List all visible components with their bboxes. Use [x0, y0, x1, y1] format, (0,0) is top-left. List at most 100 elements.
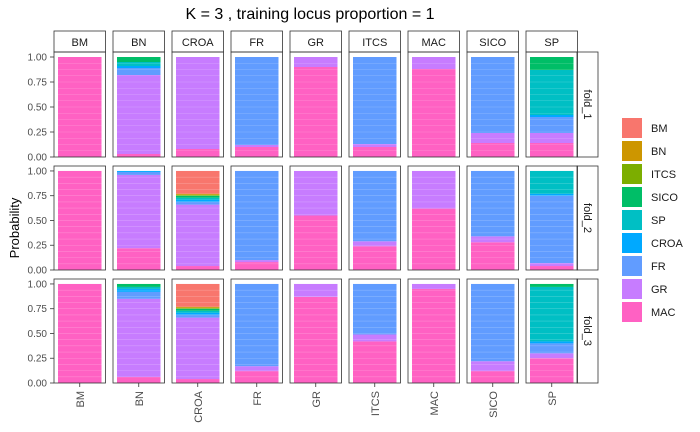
panel-border [230, 51, 283, 158]
panel-border [53, 165, 106, 271]
bar-segment-mac [58, 170, 102, 270]
bar-segment-sp [176, 197, 220, 200]
bar-segment-fr [471, 57, 515, 133]
strip-fold-2 [576, 165, 599, 271]
bar-segment-gr [117, 75, 161, 154]
y-tick-label: 0.75 [28, 78, 48, 89]
bar-segment-croa [117, 170, 161, 172]
bar-segment-gr [176, 317, 220, 380]
bar-segment-mac [235, 371, 279, 383]
bar-segment-gr [530, 133, 574, 143]
facet-grid: BM BN CROA FR GR ITCS MAC SICO SP fold_1 0.00 0.25 0… [28, 30, 599, 423]
legend-swatch-bn [622, 141, 642, 161]
bar-segment-gr [471, 133, 515, 143]
bar-segment-fr [530, 117, 574, 133]
bar-segment-fr [353, 170, 397, 242]
chart-title: K = 3 , training locus proportion = 1 [185, 6, 434, 23]
legend-swatch-croa [622, 233, 642, 253]
legend-label: MAC [651, 307, 676, 319]
x-tick-label: FR [252, 391, 264, 406]
legend-label: BM [651, 123, 668, 135]
bar-segment-bn [176, 306, 220, 308]
y-tick-label: 0.25 [28, 241, 48, 252]
panel-border [407, 165, 460, 271]
bar-segment-sp [176, 310, 220, 313]
bar-segment-croa [117, 66, 161, 68]
bar-segment-croa [176, 199, 220, 202]
bar-segment-mac [117, 377, 161, 383]
bar-segment-gr [294, 57, 338, 67]
bar-segment-bn [176, 193, 220, 195]
panel-border [53, 51, 106, 158]
bar-segment-sp [530, 70, 574, 115]
bar-segment-mac [471, 143, 515, 157]
bar-segment-fr [176, 201, 220, 205]
bar-segment-mac [294, 296, 338, 383]
bar-segment-croa [530, 115, 574, 117]
strip-label: BM [72, 37, 89, 49]
panel-border [466, 51, 519, 158]
bar-segment-croa [176, 312, 220, 315]
legend-label: FR [651, 261, 666, 273]
legend-swatch-fr [622, 256, 642, 276]
y-tick-label: 0.50 [28, 216, 48, 227]
bar-segment-mac [530, 143, 574, 157]
bar-segment-mac [471, 371, 515, 383]
x-tick-label: ITCS [370, 391, 382, 416]
panel-border [348, 51, 401, 158]
strip-fold-3 [576, 278, 599, 384]
row-strip-label: fold_2 [581, 203, 593, 233]
bar-segment-mac [117, 248, 161, 270]
legend-label: BN [651, 146, 666, 158]
bar-segment-bm [176, 283, 220, 307]
legend-swatch-sp [622, 210, 642, 230]
panel-border [112, 165, 165, 271]
x-tick-label: BN [134, 391, 146, 406]
strip-label: ITCS [362, 37, 387, 49]
bar-segment-mac [235, 147, 279, 157]
row-strip-label: fold_3 [581, 316, 593, 346]
bar-segment-fr [530, 195, 574, 264]
x-tick-label: SICO [488, 391, 500, 418]
x-tick-label: MAC [429, 391, 441, 416]
row-strip-label: fold_1 [581, 90, 593, 120]
legend-swatch-bm [622, 118, 642, 138]
strip-label: BN [131, 37, 146, 49]
y-tick-label: 1.00 [28, 166, 48, 177]
y-axis-label: Probability [7, 197, 22, 258]
legend-swatch-itcs [622, 164, 642, 184]
legend-swatch-sico [622, 187, 642, 207]
y-tick-label: 0.25 [28, 128, 48, 139]
bar-segment-gr [412, 170, 456, 209]
bar-segment-mac [235, 262, 279, 270]
x-tick-label: BM [75, 391, 87, 408]
panel-border [466, 165, 519, 271]
panel-border [407, 51, 460, 158]
panel-border [171, 165, 224, 271]
bar-segment-croa [117, 288, 161, 292]
panel-border [171, 51, 224, 158]
bar-segment-fr [117, 171, 161, 175]
bar-segment-bm [176, 170, 220, 194]
panel-border [348, 165, 401, 271]
bar-segment-sico [117, 57, 161, 62]
bar-segment-sp [530, 170, 574, 194]
bar-segment-gr [471, 361, 515, 372]
panel-border [525, 165, 578, 271]
bar-segment-fr [471, 170, 515, 237]
bar-segment-sico [117, 283, 161, 287]
bar-segment-sico [530, 283, 574, 287]
bar-segment-mac [530, 358, 574, 383]
legend-label: ITCS [651, 169, 676, 181]
bar-segment-mac [412, 208, 456, 270]
bar-segment-sp [117, 62, 161, 66]
bar-segment-fr [235, 57, 279, 145]
bar-segment-fr [117, 291, 161, 299]
strip-label: GR [308, 37, 325, 49]
strip-label: SICO [479, 37, 506, 49]
bar-segment-gr [353, 334, 397, 342]
strip-label: SP [544, 37, 559, 49]
bar-segment-fr [353, 283, 397, 335]
bar-segment-mac [176, 149, 220, 157]
bar-segment-mac [294, 67, 338, 157]
